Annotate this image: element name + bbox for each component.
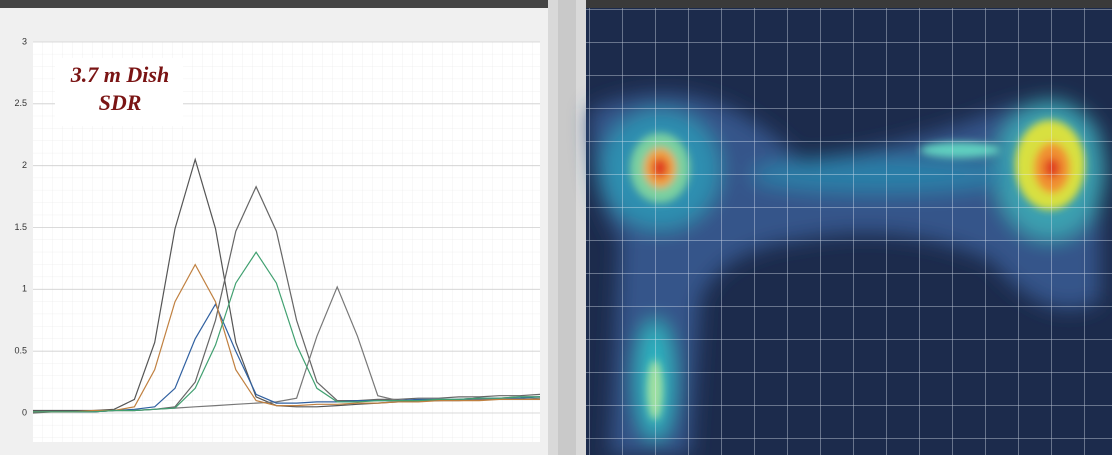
title-bar [0,0,548,8]
y-tick-label: 2 [22,160,27,170]
y-tick-label: 3 [22,36,27,46]
heatmap [586,0,1112,455]
y-tick-label: 0 [22,407,27,417]
spectrum-line [33,251,540,413]
annotation: 3.7 m Dish [70,62,169,87]
heatmap-grid [586,8,1112,455]
label-box [55,58,183,126]
y-tick-label: 1.5 [14,222,27,232]
y-tick-label: 2.5 [14,98,27,108]
plot [32,41,541,414]
scroll-bar [558,0,576,455]
y-tick-label: 0.5 [14,346,27,356]
annotation: SDR [99,90,142,115]
y-tick-label: 1 [22,284,27,294]
title-bar [586,0,1112,8]
spectrum-line [33,263,540,413]
